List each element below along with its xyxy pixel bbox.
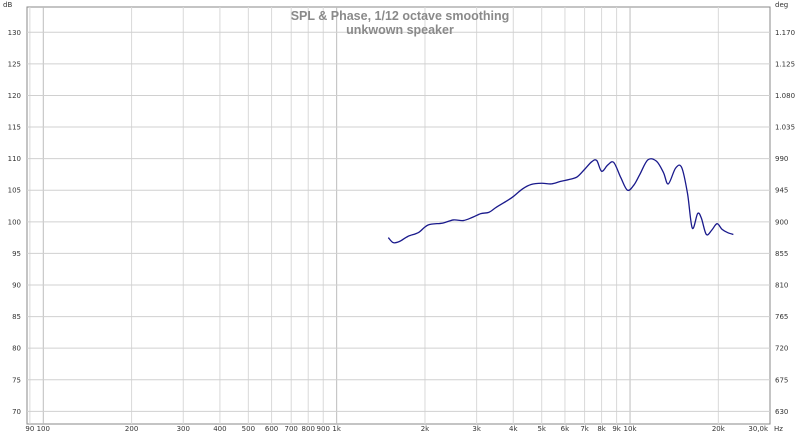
chart-subtitle: unkwown speaker <box>346 23 454 37</box>
x-tick-label: 900 <box>317 425 330 433</box>
y2-tick-label: 720 <box>775 345 788 353</box>
y2-tick-label: 855 <box>775 250 788 258</box>
y2-tick-label: 1.035 <box>775 124 795 132</box>
y-tick-label: 80 <box>12 345 21 353</box>
y2-tick-label: 945 <box>775 187 788 195</box>
y2-tick-label: 630 <box>775 408 788 416</box>
tick-labels: 70 75 80 85 90 95 100 105 110 115 120 125 130 630 675 7… <box>8 29 795 433</box>
x-tick-label: 7k <box>580 425 589 433</box>
y-tick-label: 85 <box>12 313 21 321</box>
y-tick-label: 120 <box>8 92 21 100</box>
x-axis-unit-label: Hz <box>774 425 783 433</box>
y-tick-label: 95 <box>12 250 21 258</box>
y-tick-label: 130 <box>8 29 21 37</box>
x-tick-label: 800 <box>302 425 315 433</box>
y-tick-label: 90 <box>12 282 21 290</box>
spl-series-line <box>387 158 734 244</box>
y2-tick-label: 1.080 <box>775 92 795 100</box>
y2-tick-label: 1.170 <box>775 29 795 37</box>
plot-area <box>26 6 771 425</box>
x-tick-label: 30,0k <box>748 425 769 433</box>
x-tick-label: 1k <box>332 425 341 433</box>
y2-tick-label: 765 <box>775 313 788 321</box>
x-tick-label: 10k <box>624 425 638 433</box>
x-tick-label: 5k <box>537 425 546 433</box>
x-tick-label: 90 <box>25 425 34 433</box>
y2-tick-label: 675 <box>775 376 788 384</box>
x-tick-label: 8k <box>597 425 606 433</box>
y2-tick-label: 900 <box>775 218 788 226</box>
series-group <box>387 158 734 244</box>
y2-tick-label: 1.125 <box>775 60 795 68</box>
x-tick-label: 20k <box>712 425 726 433</box>
y-tick-label: 75 <box>12 376 21 384</box>
x-tick-label: 100 <box>37 425 50 433</box>
x-tick-label: 700 <box>285 425 298 433</box>
y-tick-label: 105 <box>8 187 21 195</box>
x-tick-label: 4k <box>509 425 518 433</box>
y-tick-label: 110 <box>8 155 21 163</box>
x-tick-label: 400 <box>213 425 226 433</box>
y-tick-label: 70 <box>12 408 21 416</box>
y-tick-label: 100 <box>8 218 21 226</box>
x-tick-label: 6k <box>561 425 570 433</box>
x-tick-label: 600 <box>265 425 278 433</box>
x-tick-label: 9k <box>612 425 621 433</box>
x-tick-label: 3k <box>472 425 481 433</box>
y-tick-label: 125 <box>8 60 21 68</box>
x-tick-label: 200 <box>125 425 138 433</box>
y2-tick-label: 990 <box>775 155 788 163</box>
x-tick-label: 2k <box>421 425 430 433</box>
y2-tick-label: 810 <box>775 282 788 290</box>
y-tick-label: 115 <box>8 124 21 132</box>
y2-axis-unit-label: deg <box>775 1 788 9</box>
chart-title: SPL & Phase, 1/12 octave smoothing <box>291 9 510 23</box>
x-tick-label: 300 <box>177 425 190 433</box>
x-tick-label: 500 <box>242 425 255 433</box>
y-axis-unit-label: dB <box>3 1 12 9</box>
